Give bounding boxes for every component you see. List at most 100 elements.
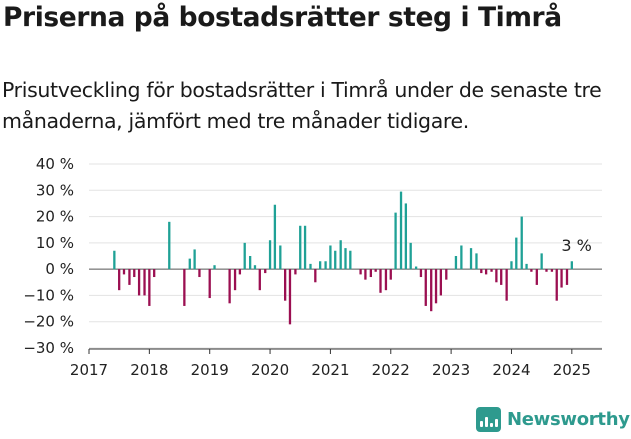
x-tick-label: 2018 — [130, 361, 168, 379]
bar — [319, 261, 322, 270]
bar — [253, 265, 257, 270]
bar — [243, 242, 246, 270]
bar — [128, 269, 131, 285]
bar — [113, 250, 116, 270]
y-tick-label: −20 % — [23, 313, 74, 331]
y-tick-label: 10 % — [36, 234, 74, 252]
bar — [208, 269, 211, 299]
bar — [430, 269, 433, 312]
y-tick-label: 30 % — [36, 181, 74, 199]
bar — [188, 258, 191, 270]
bar — [515, 237, 518, 270]
bar — [434, 269, 438, 304]
newsworthy-logo: Newsworthy — [476, 407, 630, 432]
bar — [379, 269, 382, 293]
bar — [364, 269, 367, 280]
bar — [288, 269, 292, 325]
bar — [133, 269, 136, 278]
y-tick-label: −30 % — [23, 339, 74, 357]
bar — [198, 269, 201, 278]
bar — [324, 261, 327, 270]
bar — [570, 261, 573, 270]
bar — [394, 212, 397, 270]
bar — [460, 245, 463, 270]
bar — [510, 261, 513, 270]
bar — [264, 269, 267, 274]
x-tick-label: 2023 — [432, 361, 470, 379]
bar — [314, 269, 317, 283]
y-tick-label: 40 % — [36, 155, 74, 173]
bar — [409, 242, 412, 270]
bar — [389, 269, 392, 280]
bar — [248, 256, 252, 270]
bar — [500, 269, 503, 285]
bar — [424, 269, 427, 306]
bar — [339, 240, 342, 270]
bar — [560, 269, 563, 288]
brand-name: Newsworthy — [507, 409, 630, 430]
bar — [299, 225, 302, 270]
bar — [303, 225, 307, 270]
bar — [344, 248, 347, 270]
bars — [113, 191, 573, 325]
x-tick-label: 2025 — [553, 361, 591, 379]
bar — [273, 204, 277, 270]
bar — [118, 269, 121, 291]
bar — [495, 269, 498, 283]
bar — [399, 191, 403, 270]
bar — [258, 269, 261, 291]
bar — [439, 269, 443, 296]
chart-title: Priserna på bostadsrätter steg i Timrå — [3, 2, 562, 33]
bar — [555, 269, 558, 301]
x-tick-label: 2017 — [70, 361, 108, 379]
bar — [279, 245, 282, 270]
bar — [153, 269, 156, 278]
bar — [122, 269, 126, 275]
x-tick-label: 2022 — [372, 361, 410, 379]
bar — [414, 266, 418, 270]
bar — [530, 269, 533, 272]
bar — [359, 269, 362, 275]
bar — [238, 269, 242, 275]
bar — [168, 221, 171, 270]
bar — [233, 269, 237, 291]
bar — [545, 269, 548, 272]
bar — [374, 269, 377, 272]
bar — [484, 269, 488, 275]
y-tick-label: 20 % — [36, 208, 74, 226]
y-tick-label: −10 % — [23, 286, 74, 304]
bar — [268, 240, 272, 270]
bar — [550, 269, 554, 272]
bar — [193, 249, 196, 270]
x-tick-label: 2020 — [251, 361, 289, 379]
y-axis-ticks: −30 % −20 % −10 % 0 % 10 % 20 % 30 % 40 % — [23, 155, 74, 357]
bar — [309, 263, 312, 270]
bar — [228, 269, 231, 304]
bar — [445, 269, 448, 280]
bar — [369, 269, 372, 278]
bar — [505, 269, 508, 301]
bar — [384, 269, 388, 291]
bar — [520, 216, 523, 270]
bar — [419, 269, 423, 278]
chart-subtitle: Prisutveckling för bostadsrätter i Timrå… — [2, 78, 602, 133]
bar — [334, 250, 337, 270]
bar — [490, 269, 493, 272]
y-tick-label: 0 % — [45, 260, 74, 278]
bar — [565, 269, 569, 285]
bar — [183, 269, 186, 306]
bar-chart-logo-icon — [476, 407, 501, 432]
x-tick-label: 2021 — [311, 361, 349, 379]
bar — [540, 253, 543, 270]
bar — [148, 269, 151, 306]
bar — [137, 269, 141, 296]
bar — [404, 203, 408, 270]
latest-value-annotation: 3 % — [561, 236, 591, 255]
bar — [294, 269, 297, 275]
bar — [349, 250, 352, 270]
x-axis-ticks: 2017 2018 2019 2020 2021 2022 2023 2024 2025 — [70, 349, 591, 379]
bar — [329, 245, 332, 270]
bar — [143, 269, 146, 296]
bar — [535, 269, 538, 285]
